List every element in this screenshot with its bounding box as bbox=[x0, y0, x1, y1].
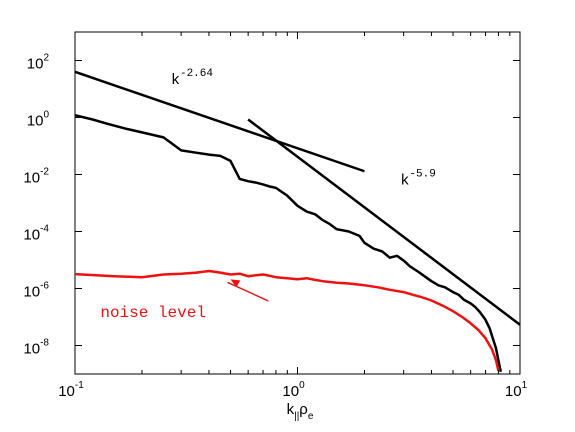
x-axis-label-sub: || bbox=[294, 411, 299, 422]
y-tick-label-2: 100 bbox=[27, 110, 50, 130]
x-tick-label-3: 101 bbox=[505, 380, 528, 400]
y-tick-label-base: 10 bbox=[23, 284, 40, 301]
y-tick-label-exp: 2 bbox=[43, 53, 49, 64]
fit-label-1: k-2.64 bbox=[171, 68, 213, 89]
x-tick-label-exp: 0 bbox=[299, 380, 305, 391]
x-tick-label-base: 10 bbox=[58, 383, 75, 400]
y-tick-label-exp: -4 bbox=[40, 224, 49, 235]
x-axis-label-rho: ρ bbox=[299, 401, 308, 418]
y-tick-label-base: 10 bbox=[27, 113, 44, 130]
x-tick-label-exp: -1 bbox=[75, 380, 84, 391]
y-tick-label-exp: -6 bbox=[40, 281, 49, 292]
y-tick-label-exp: 0 bbox=[43, 110, 49, 121]
x-tick-label-1: 10-1 bbox=[58, 380, 84, 400]
y-tick-label-6: 10-8 bbox=[23, 338, 49, 358]
y-tick-label-1: 102 bbox=[27, 53, 50, 73]
series-line-2 bbox=[74, 269, 500, 372]
x-axis-label-k: k bbox=[287, 401, 295, 418]
y-tick-label-3: 10-2 bbox=[23, 167, 49, 187]
x-tick-label-base: 10 bbox=[282, 383, 299, 400]
x-axis-label: k||ρe bbox=[287, 401, 314, 422]
fit-label-2: k-5.9 bbox=[400, 168, 435, 189]
fit-line-2 bbox=[247, 118, 521, 326]
x-tick-label-base: 10 bbox=[505, 383, 522, 400]
x-tick-label-exp: 1 bbox=[522, 380, 528, 391]
annotation-arrow-line bbox=[227, 281, 269, 302]
fit-label-base-2: k bbox=[400, 172, 409, 189]
y-tick-label-base: 10 bbox=[23, 227, 40, 244]
plot-area bbox=[74, 31, 521, 375]
data-lines-layer bbox=[74, 113, 503, 372]
y-tick-label-base: 10 bbox=[27, 56, 44, 73]
y-tick-label-base: 10 bbox=[23, 341, 40, 358]
fit-line-1 bbox=[74, 70, 365, 173]
y-tick-label-exp: -2 bbox=[40, 167, 49, 178]
ticks-layer bbox=[74, 32, 521, 374]
annotation-layer: noise level bbox=[100, 279, 269, 322]
fit-label-exp-2: -5.9 bbox=[409, 168, 435, 180]
annotation-text: noise level bbox=[100, 304, 206, 322]
fit-label-exp-1: -2.64 bbox=[180, 68, 213, 80]
fit-label-base-1: k bbox=[171, 72, 180, 89]
series-line-1 bbox=[74, 113, 503, 372]
y-tick-label-4: 10-4 bbox=[23, 224, 49, 244]
x-axis-label-rho-sub: e bbox=[308, 411, 314, 422]
fit-lines-layer: k-2.64k-5.9 bbox=[74, 68, 521, 326]
x-tick-label-2: 100 bbox=[282, 380, 305, 400]
y-tick-label-base: 10 bbox=[23, 170, 40, 187]
annotation-arrow-head bbox=[230, 279, 241, 288]
y-tick-label-5: 10-6 bbox=[23, 281, 49, 301]
y-tick-label-exp: -8 bbox=[40, 338, 49, 349]
